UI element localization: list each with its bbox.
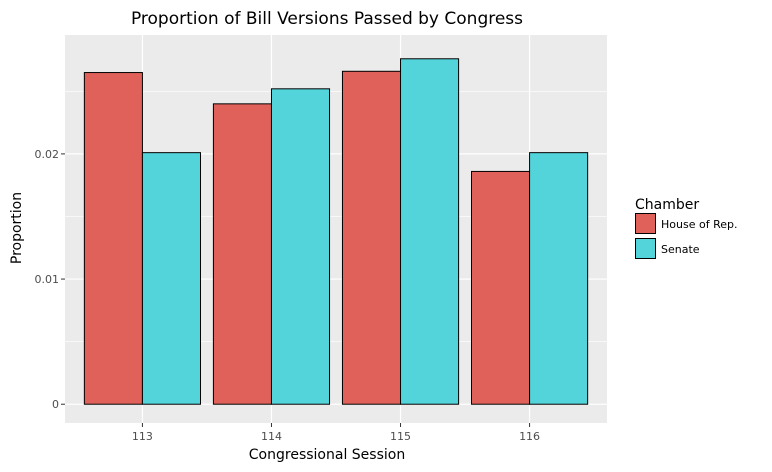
y-tick-label: 0 (52, 398, 59, 411)
x-axis: 113 114 115 116 (132, 423, 540, 443)
x-tick-label: 116 (519, 430, 540, 443)
bars (83, 58, 589, 405)
y-axis-title: Proportion (9, 192, 25, 264)
x-axis-title: Congressional Session (249, 447, 405, 463)
x-tick-label: 114 (261, 430, 282, 443)
legend-label: House of Rep. (661, 218, 737, 231)
bar-senate-114 (270, 88, 331, 405)
bar-house-of-rep-115 (341, 70, 402, 405)
legend-title: Chamber (635, 197, 699, 213)
bar-house-of-rep-116 (471, 170, 531, 405)
bar-senate-116 (529, 152, 589, 405)
bar-senate-115 (400, 58, 460, 405)
legend-items: House of Rep. Senate (635, 213, 737, 259)
legend: Chamber House of Rep. Senate (635, 197, 737, 259)
y-axis: 0 0.01 0.02 (35, 148, 65, 411)
bar-senate-113 (141, 152, 202, 405)
bar-house-of-rep-113 (83, 72, 143, 405)
legend-swatch (635, 213, 656, 234)
x-tick-label: 115 (390, 430, 411, 443)
y-tick-label: 0.02 (35, 148, 60, 161)
chart-title: Proportion of Bill Versions Passed by Co… (131, 9, 523, 29)
legend-label: Senate (661, 243, 700, 256)
bar-house-of-rep-114 (212, 103, 272, 405)
legend-swatch (635, 238, 656, 259)
y-tick-label: 0.01 (35, 273, 60, 286)
x-tick-label: 113 (132, 430, 153, 443)
